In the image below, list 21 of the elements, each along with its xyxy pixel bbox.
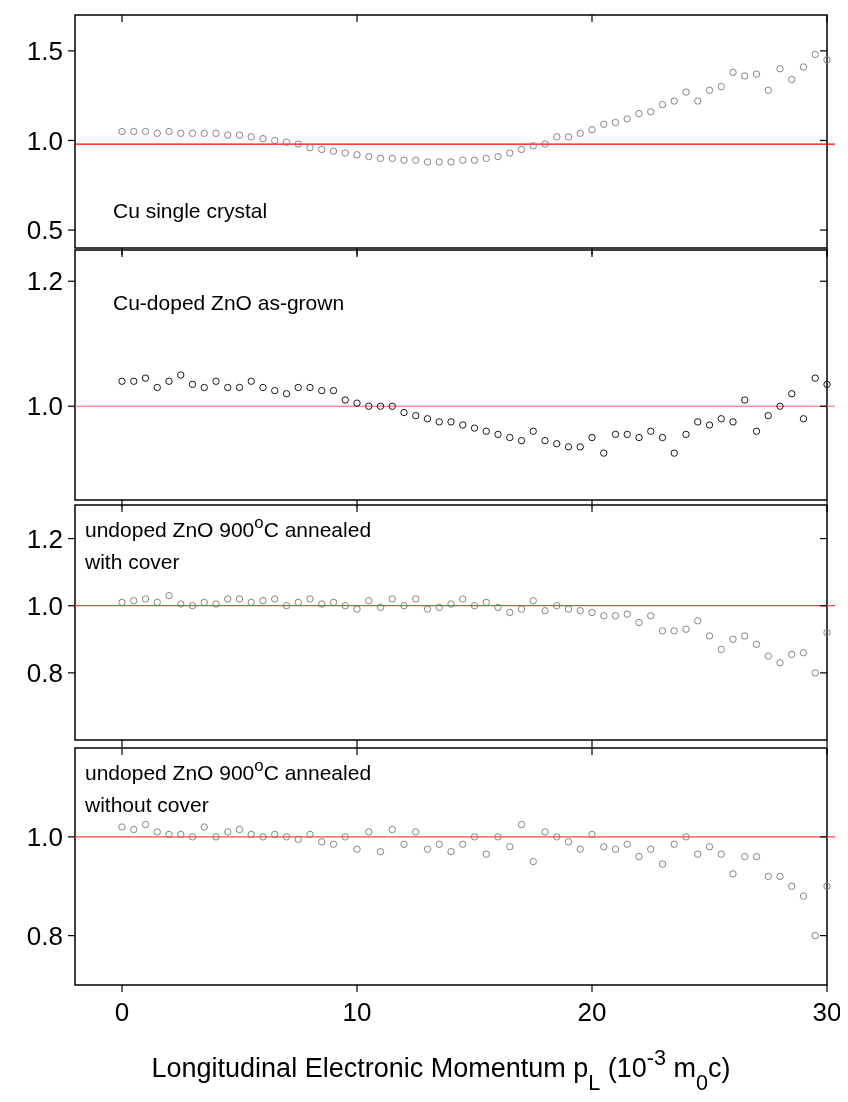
y-tick-label: 1.0: [26, 590, 63, 621]
y-tick-label: 1.0: [26, 391, 63, 422]
annotation: with cover: [84, 550, 180, 573]
x-axis-title: Longitudinal Electronic Momentum p$_{L}$ (10$^{-3}$ m$_{0}$c): [151, 1044, 731, 1095]
annotation: Cu-doped ZnO as-grown: [113, 291, 345, 314]
annotation: undoped ZnO 900$^{o}$C annealed: [85, 755, 372, 784]
y-tick-label: 0.5: [26, 215, 63, 246]
annotation: without cover: [84, 793, 209, 816]
y-tick-label: 1.2: [26, 266, 63, 297]
x-tick-label: 30: [812, 997, 842, 1027]
y-tick-label: 0.8: [26, 920, 63, 951]
x-tick-label: 10: [342, 997, 372, 1027]
annotation: undoped ZnO 900$^{o}$C annealed: [85, 512, 372, 541]
x-tick-label: 20: [577, 997, 607, 1027]
y-tick-label: 1.0: [26, 821, 63, 852]
x-tick-label: 0: [114, 997, 130, 1027]
y-tick-label: 0.8: [26, 657, 63, 688]
annotation: Cu single crystal: [113, 199, 268, 222]
y-tick-label: 1.0: [26, 125, 63, 156]
y-tick-label: 1.2: [26, 523, 63, 554]
y-tick-label: 1.5: [26, 35, 63, 66]
